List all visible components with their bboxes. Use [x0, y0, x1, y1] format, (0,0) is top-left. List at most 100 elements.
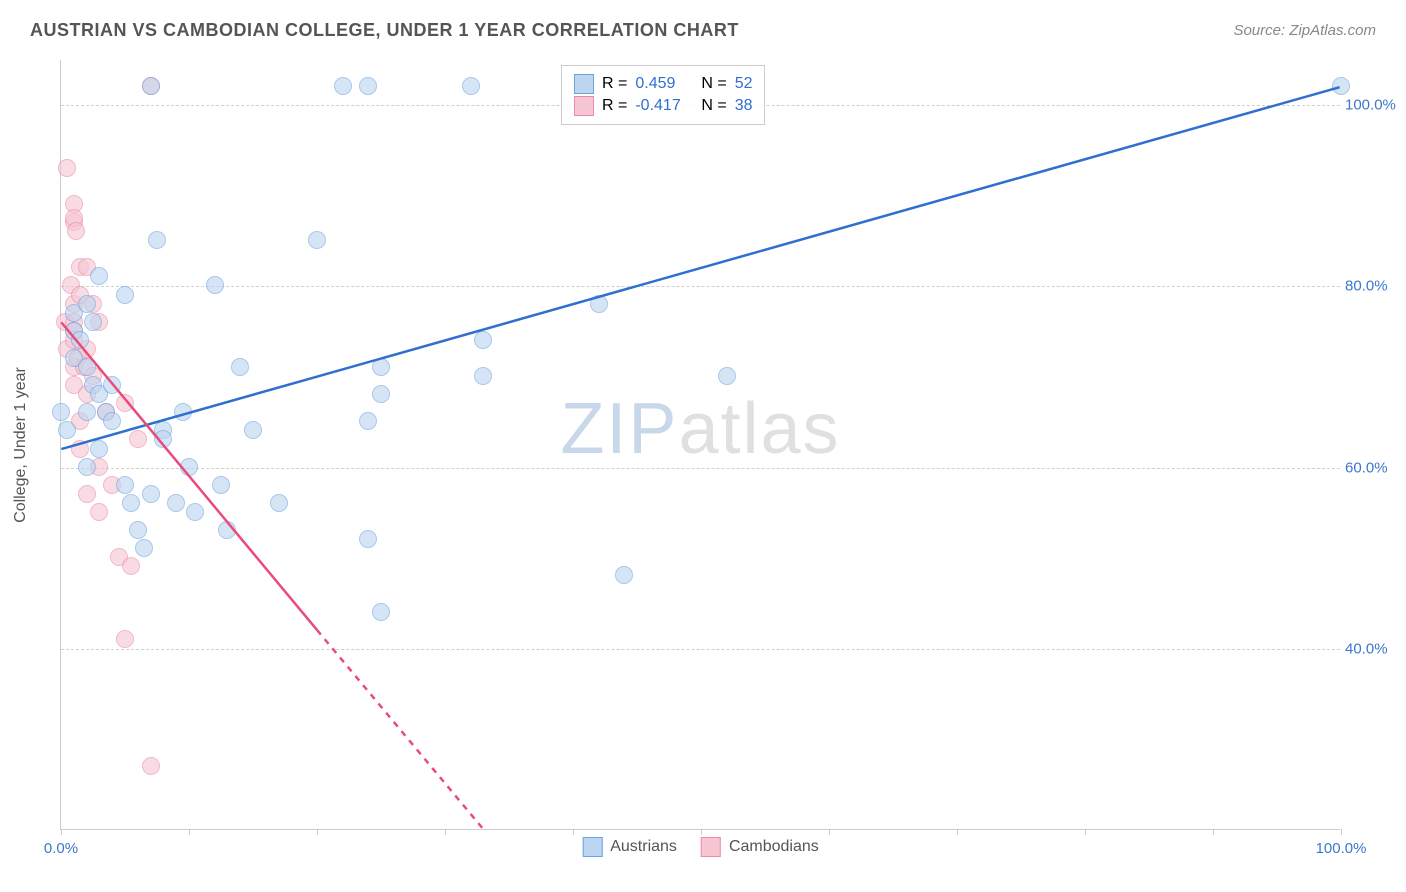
- data-point: [142, 77, 160, 95]
- data-point: [148, 231, 166, 249]
- data-point: [90, 503, 108, 521]
- stats-row-cambodians: R = -0.417 N = 38: [574, 96, 752, 116]
- data-point: [78, 403, 96, 421]
- x-tick: [701, 829, 702, 835]
- y-tick-label: 40.0%: [1345, 640, 1400, 657]
- data-point: [270, 494, 288, 512]
- data-point: [231, 358, 249, 376]
- data-point: [474, 331, 492, 349]
- data-point: [116, 630, 134, 648]
- chart-title: AUSTRIAN VS CAMBODIAN COLLEGE, UNDER 1 Y…: [30, 20, 739, 41]
- data-point: [67, 222, 85, 240]
- r-value-cambodians: -0.417: [635, 97, 693, 115]
- data-point: [474, 367, 492, 385]
- x-tick: [317, 829, 318, 835]
- n-label: N =: [701, 75, 726, 93]
- data-point: [103, 376, 121, 394]
- n-value-austrians: 52: [735, 75, 753, 93]
- legend-item-cambodians: Cambodians: [701, 837, 819, 857]
- data-point: [154, 430, 172, 448]
- series-legend: Austrians Cambodians: [582, 837, 819, 857]
- data-point: [135, 539, 153, 557]
- swatch-austrians-icon: [582, 837, 602, 857]
- y-axis-label: College, Under 1 year: [12, 367, 30, 523]
- data-point: [116, 476, 134, 494]
- y-tick-label: 80.0%: [1345, 278, 1400, 295]
- data-point: [129, 521, 147, 539]
- n-label: N =: [701, 97, 726, 115]
- data-point: [186, 503, 204, 521]
- data-point: [174, 403, 192, 421]
- swatch-austrians: [574, 74, 594, 94]
- x-tick: [957, 829, 958, 835]
- r-value-austrians: 0.459: [635, 75, 693, 93]
- x-tick: [61, 829, 62, 835]
- data-point: [334, 77, 352, 95]
- watermark: ZIPatlas: [560, 388, 840, 470]
- data-point: [615, 566, 633, 584]
- data-point: [212, 476, 230, 494]
- r-label: R =: [602, 75, 627, 93]
- data-point: [359, 412, 377, 430]
- data-point: [58, 421, 76, 439]
- legend-item-austrians: Austrians: [582, 837, 677, 857]
- gridline: [61, 286, 1340, 287]
- legend-label-austrians: Austrians: [610, 838, 677, 856]
- plot-area: College, Under 1 year ZIPatlas R = 0.459…: [60, 60, 1340, 830]
- data-point: [142, 757, 160, 775]
- data-point: [78, 458, 96, 476]
- data-point: [590, 295, 608, 313]
- data-point: [116, 394, 134, 412]
- data-point: [71, 331, 89, 349]
- data-point: [71, 440, 89, 458]
- data-point: [718, 367, 736, 385]
- data-point: [244, 421, 262, 439]
- data-point: [359, 77, 377, 95]
- data-point: [462, 77, 480, 95]
- data-point: [129, 430, 147, 448]
- data-point: [58, 159, 76, 177]
- data-point: [372, 358, 390, 376]
- data-point: [122, 557, 140, 575]
- trend-line: [61, 322, 317, 630]
- data-point: [52, 403, 70, 421]
- x-tick: [1085, 829, 1086, 835]
- n-value-cambodians: 38: [735, 97, 753, 115]
- watermark-atlas: atlas: [678, 389, 840, 469]
- gridline: [61, 468, 1340, 469]
- stats-row-austrians: R = 0.459 N = 52: [574, 74, 752, 94]
- source-attribution: Source: ZipAtlas.com: [1233, 22, 1376, 39]
- data-point: [103, 412, 121, 430]
- data-point: [90, 440, 108, 458]
- x-tick: [829, 829, 830, 835]
- x-tick: [1213, 829, 1214, 835]
- swatch-cambodians: [574, 96, 594, 116]
- data-point: [206, 276, 224, 294]
- data-point: [372, 385, 390, 403]
- x-tick: [445, 829, 446, 835]
- x-tick: [189, 829, 190, 835]
- data-point: [78, 295, 96, 313]
- data-point: [218, 521, 236, 539]
- data-point: [116, 286, 134, 304]
- x-tick: [573, 829, 574, 835]
- data-point: [122, 494, 140, 512]
- swatch-cambodians-icon: [701, 837, 721, 857]
- r-label: R =: [602, 97, 627, 115]
- x-tick-label: 100.0%: [1316, 840, 1367, 857]
- data-point: [84, 313, 102, 331]
- data-point: [1332, 77, 1350, 95]
- y-tick-label: 60.0%: [1345, 459, 1400, 476]
- stats-legend: R = 0.459 N = 52 R = -0.417 N = 38: [561, 65, 765, 125]
- data-point: [78, 358, 96, 376]
- trend-line: [61, 87, 1339, 449]
- data-point: [308, 231, 326, 249]
- data-point: [167, 494, 185, 512]
- data-point: [180, 458, 198, 476]
- gridline: [61, 649, 1340, 650]
- data-point: [142, 485, 160, 503]
- data-point: [372, 603, 390, 621]
- watermark-zip: ZIP: [560, 389, 678, 469]
- legend-label-cambodians: Cambodians: [729, 838, 819, 856]
- y-tick-label: 100.0%: [1345, 97, 1400, 114]
